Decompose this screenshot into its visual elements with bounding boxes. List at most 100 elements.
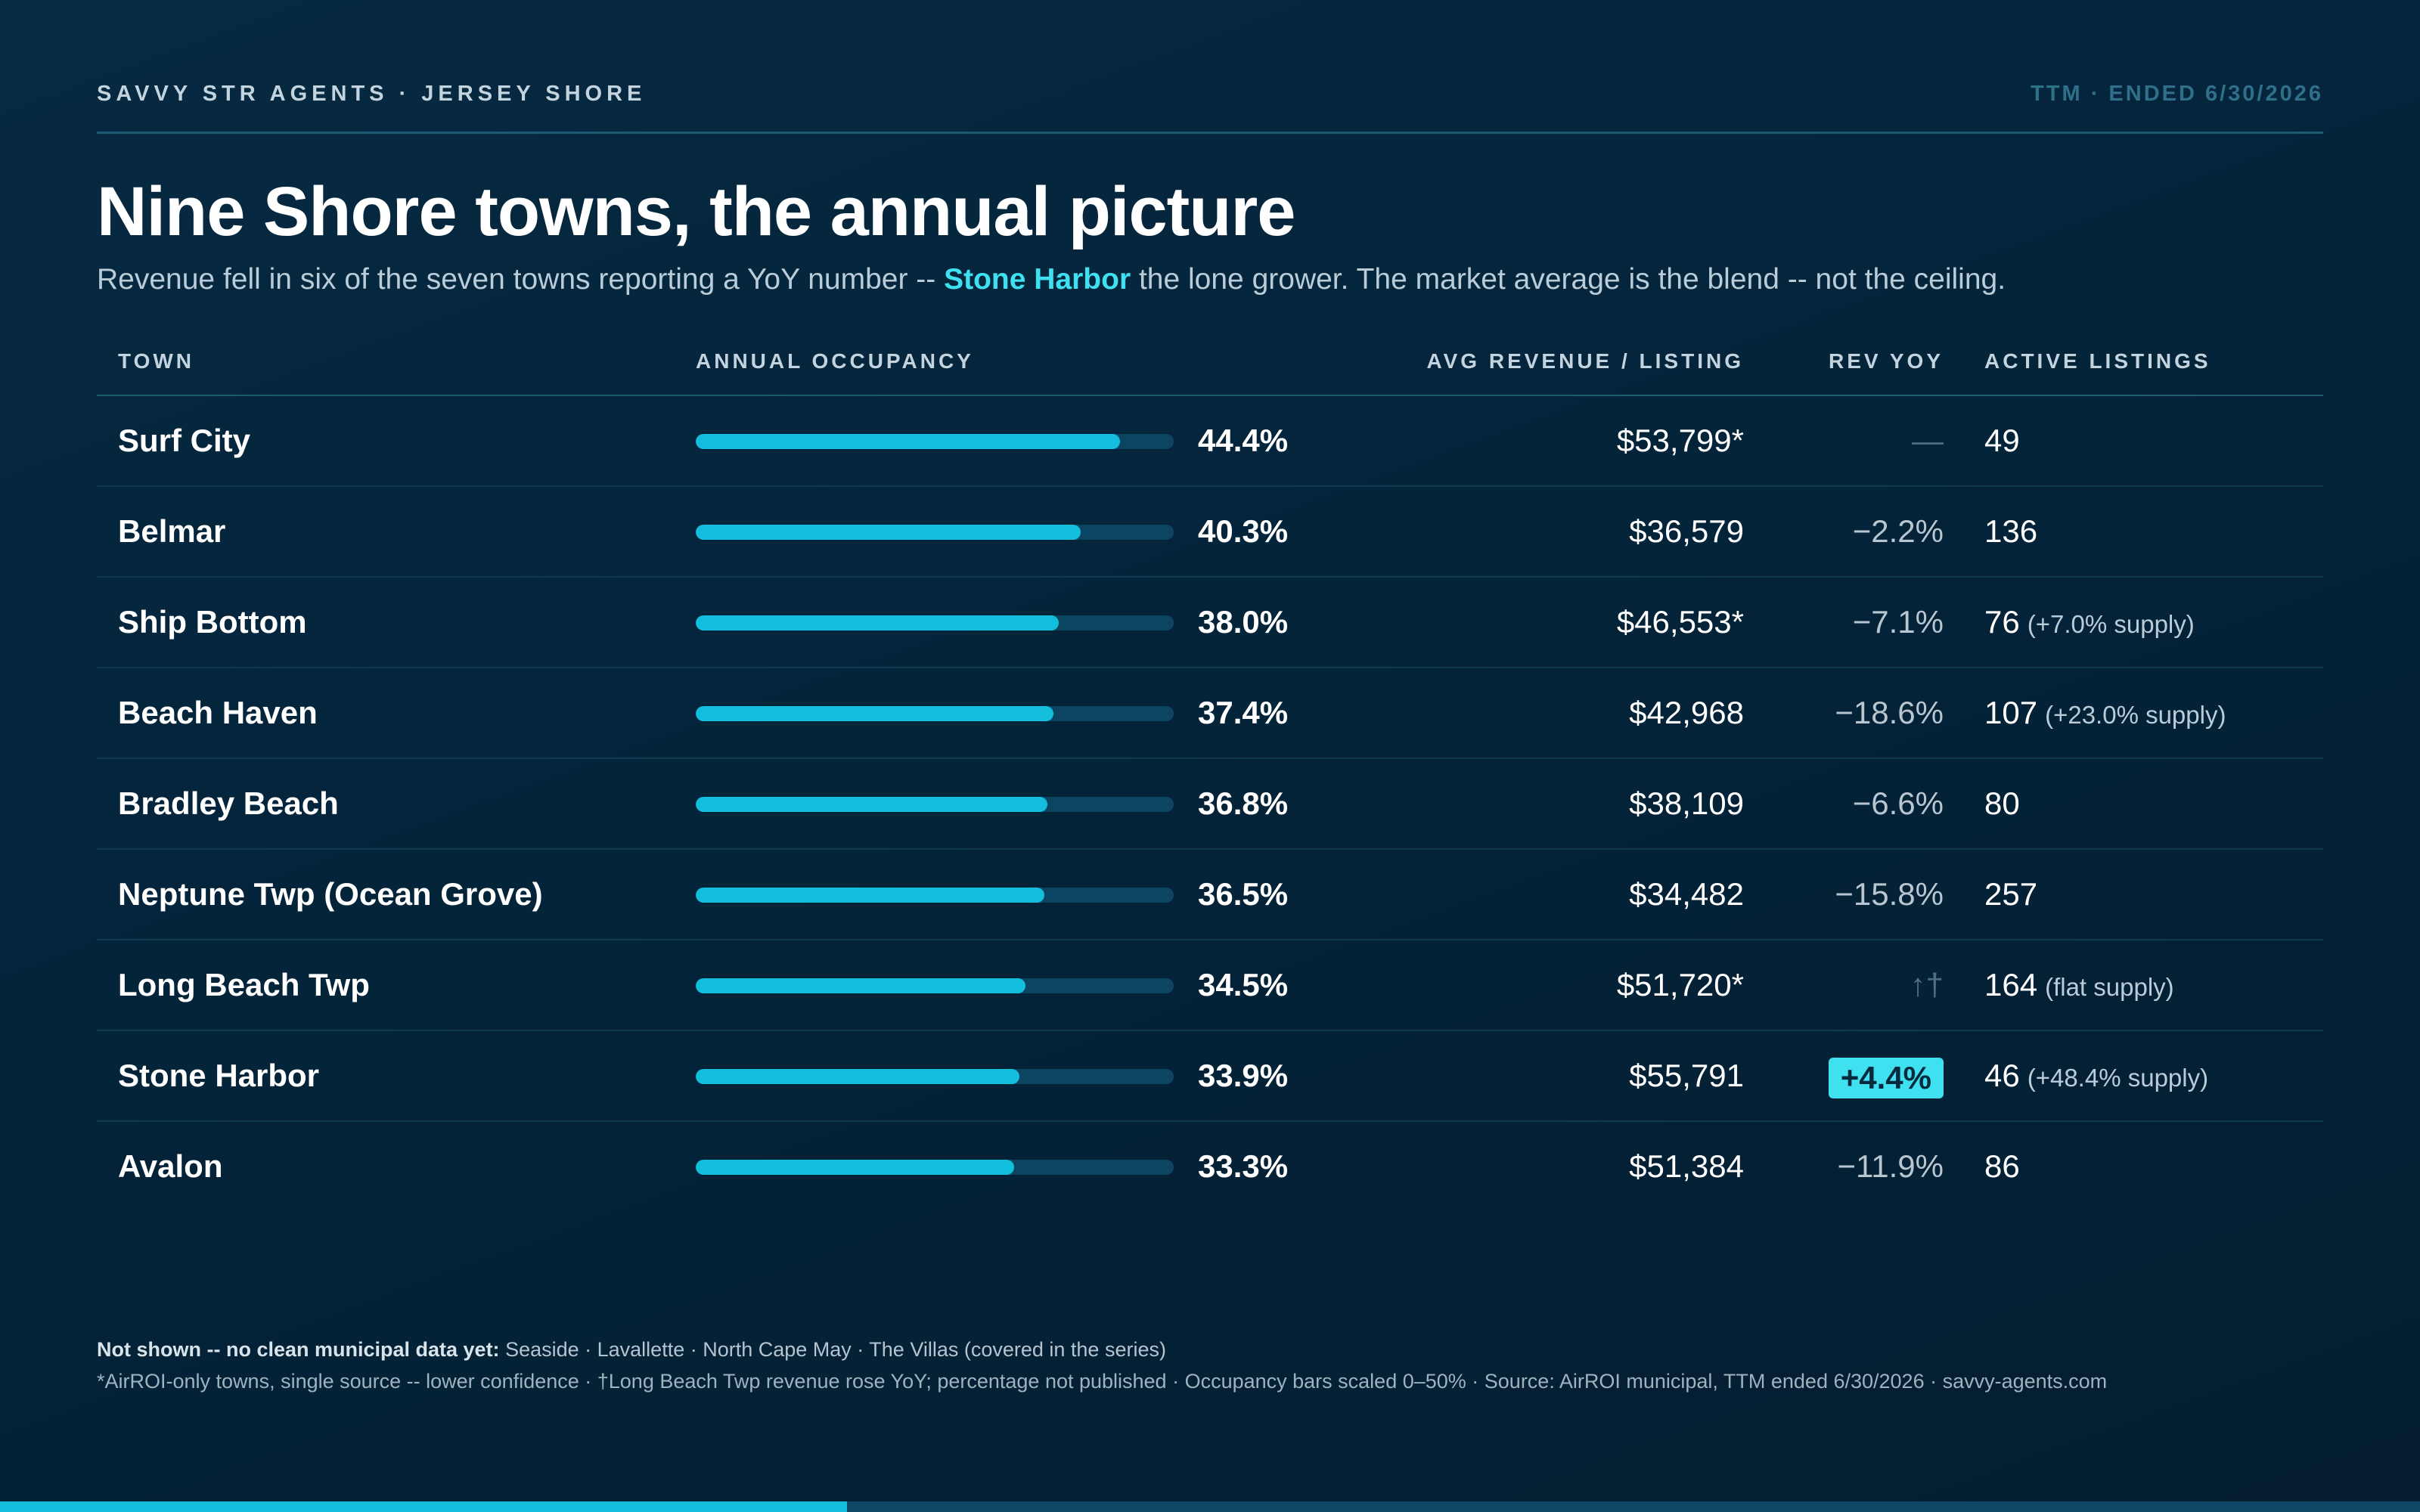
occupancy-bar	[696, 434, 1120, 449]
subtitle: Revenue fell in six of the seven towns r…	[97, 263, 2006, 296]
active-listings-cell: 76 (+7.0% supply)	[1984, 578, 2195, 667]
avg-revenue-value: $53,799*	[1616, 423, 1744, 458]
occupancy-bar-track	[696, 615, 1174, 631]
occupancy-value: 36.8%	[1198, 785, 1289, 821]
footnote-source: *AirROI-only towns, single source -- low…	[97, 1370, 2108, 1393]
rev-yoy-value: −6.6%	[1852, 785, 1944, 821]
town-name: Surf City	[118, 423, 251, 458]
active-listings-value: 136	[1984, 513, 2038, 549]
footnote-label: Not shown -- no clean municipal data yet…	[97, 1338, 500, 1361]
town-name: Ship Bottom	[118, 604, 307, 640]
active-listings-cell: 136	[1984, 487, 2037, 576]
table-row: Avalon 33.3% $51,384 −11.9% 86	[97, 1122, 2323, 1211]
town-name: Belmar	[118, 513, 226, 549]
occupancy-bar	[696, 706, 1053, 721]
table-row: Stone Harbor 33.9% $55,791 +4.4% 46 (+48.4% s…	[97, 1031, 2323, 1122]
active-listings-cell: 46 (+48.4% supply)	[1984, 1031, 2208, 1120]
supply-note: (flat supply)	[2045, 973, 2174, 1001]
occupancy-value: 44.4%	[1198, 423, 1289, 458]
town-name: Beach Haven	[118, 695, 318, 730]
occupancy-value: 33.9%	[1198, 1058, 1289, 1093]
active-listings-value: 49	[1984, 423, 2020, 458]
occupancy-value: 36.5%	[1198, 876, 1289, 912]
occupancy-value: 40.3%	[1198, 513, 1289, 549]
footnote-towns: Seaside · Lavallette · North Cape May · …	[499, 1338, 1166, 1361]
table-row: Bradley Beach 36.8% $38,109 −6.6% 80	[97, 759, 2323, 850]
avg-revenue-value: $51,720*	[1616, 967, 1744, 1002]
active-listings-cell: 257	[1984, 850, 2037, 939]
table-header: TOWN ANNUAL OCCUPANCY AVG REVENUE / LIST…	[97, 349, 2323, 396]
period-label: TTM · ENDED 6/30/2026	[2031, 82, 2323, 106]
column-header-occupancy: ANNUAL OCCUPANCY	[696, 349, 974, 373]
occupancy-bar-track	[696, 525, 1174, 540]
town-name: Stone Harbor	[118, 1058, 320, 1093]
table-row: Beach Haven 37.4% $42,968 −18.6% 107 (+23.0% …	[97, 668, 2323, 759]
occupancy-bar	[696, 797, 1047, 812]
active-listings-cell: 107 (+23.0% supply)	[1984, 668, 2226, 758]
active-listings-value: 107	[1984, 695, 2038, 730]
occupancy-value: 33.3%	[1198, 1148, 1289, 1184]
table-row: Surf City 44.4% $53,799* — 49	[97, 396, 2323, 487]
occupancy-value: 37.4%	[1198, 695, 1289, 730]
footnote-not-shown: Not shown -- no clean municipal data yet…	[97, 1338, 1166, 1362]
occupancy-bar-track	[696, 1069, 1174, 1084]
table-row: Long Beach Twp 34.5% $51,720* ↑† 164 (flat su…	[97, 940, 2323, 1031]
column-header-rev-yoy: REV YOY	[1829, 349, 1944, 373]
occupancy-value: 38.0%	[1198, 604, 1289, 640]
active-listings-value: 80	[1984, 785, 2020, 821]
brand-label: SAVVY STR AGENTS · JERSEY SHORE	[97, 82, 647, 106]
active-listings-value: 46	[1984, 1058, 2020, 1093]
supply-note: (+23.0% supply)	[2045, 701, 2226, 729]
occupancy-bar-track	[696, 797, 1174, 812]
occupancy-bar-track	[696, 706, 1174, 721]
occupancy-bar-track	[696, 978, 1174, 993]
subtitle-lead: Revenue fell in six of the seven towns r…	[97, 263, 945, 296]
occupancy-value: 34.5%	[1198, 967, 1289, 1002]
rev-yoy-value: −2.2%	[1852, 513, 1944, 549]
avg-revenue-value: $36,579	[1629, 513, 1744, 549]
occupancy-bar	[696, 1160, 1014, 1175]
rev-yoy-value: ↑†	[1910, 967, 1944, 1002]
avg-revenue-value: $51,384	[1629, 1148, 1744, 1184]
avg-revenue-value: $38,109	[1629, 785, 1744, 821]
occupancy-bar	[696, 978, 1025, 993]
page-title: Nine Shore towns, the annual picture	[97, 173, 1295, 250]
column-header-listings: ACTIVE LISTINGS	[1984, 349, 2211, 373]
table-row: Ship Bottom 38.0% $46,553* −7.1% 76 (+7.0% su…	[97, 578, 2323, 668]
table-row: Belmar 40.3% $36,579 −2.2% 136	[97, 487, 2323, 578]
active-listings-cell: 86	[1984, 1122, 2020, 1211]
occupancy-bar	[696, 615, 1059, 631]
occupancy-bar-track	[696, 434, 1174, 449]
supply-note: (+48.4% supply)	[2027, 1064, 2209, 1092]
progress-bar	[0, 1501, 2420, 1512]
active-listings-value: 164	[1984, 967, 2038, 1002]
town-name: Long Beach Twp	[118, 967, 370, 1002]
town-name: Avalon	[118, 1148, 223, 1184]
rev-yoy-value: −18.6%	[1835, 695, 1944, 730]
avg-revenue-value: $46,553*	[1616, 604, 1744, 640]
rev-yoy-badge: +4.4%	[1828, 1057, 1944, 1098]
slide: SAVVY STR AGENTS · JERSEY SHORE TTM · EN…	[97, 0, 2323, 1512]
active-listings-cell: 164 (flat supply)	[1984, 940, 2174, 1030]
town-name: Bradley Beach	[118, 785, 339, 821]
column-header-town: TOWN	[118, 349, 195, 373]
occupancy-bar-track	[696, 1160, 1174, 1175]
table-body: Surf City 44.4% $53,799* — 49 Belmar 40.3% $36,…	[97, 396, 2323, 1211]
rev-yoy-value: —	[1912, 423, 1944, 458]
avg-revenue-value: $55,791	[1629, 1058, 1744, 1093]
rev-yoy-value: −15.8%	[1835, 876, 1944, 912]
subtitle-highlight: Stone Harbor	[944, 263, 1131, 296]
occupancy-bar	[696, 525, 1081, 540]
top-bar: SAVVY STR AGENTS · JERSEY SHORE TTM · EN…	[97, 82, 2323, 134]
occupancy-bar	[696, 888, 1044, 903]
active-listings-value: 76	[1984, 604, 2020, 640]
occupancy-bar	[696, 1069, 1019, 1084]
active-listings-value: 257	[1984, 876, 2038, 912]
avg-revenue-value: $34,482	[1629, 876, 1744, 912]
active-listings-value: 86	[1984, 1148, 2020, 1184]
occupancy-bar-track	[696, 888, 1174, 903]
subtitle-tail: the lone grower. The market average is t…	[1131, 263, 2006, 296]
rev-yoy-value: −7.1%	[1852, 604, 1944, 640]
rev-yoy-value: +4.4%	[1828, 1031, 1944, 1120]
active-listings-cell: 80	[1984, 759, 2020, 848]
